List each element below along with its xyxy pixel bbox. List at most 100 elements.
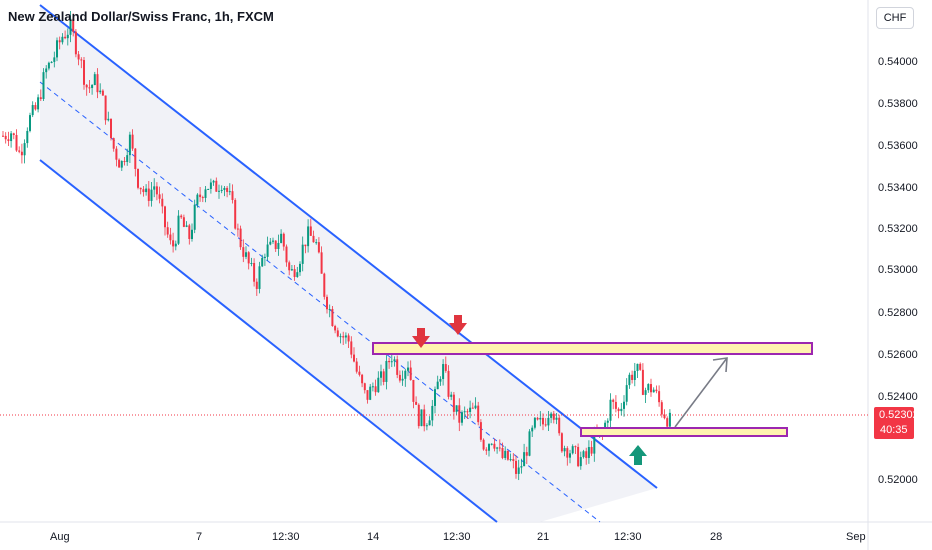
candle-body bbox=[147, 188, 150, 201]
candle-body bbox=[655, 389, 658, 392]
candle-body bbox=[644, 390, 647, 395]
y-tick-label: 0.52800 bbox=[878, 307, 918, 319]
candle-body bbox=[85, 84, 88, 88]
candle-body bbox=[434, 389, 436, 406]
candle-body bbox=[7, 139, 10, 142]
chart-title: New Zealand Dollar/Swiss Franc, 1h, FXCM bbox=[8, 9, 274, 24]
candle-body bbox=[617, 408, 620, 412]
candle-body bbox=[72, 18, 75, 32]
candle-body bbox=[539, 417, 542, 420]
candle-body bbox=[579, 457, 582, 467]
candle-body bbox=[207, 188, 210, 190]
candle-body bbox=[377, 377, 380, 393]
candle-body bbox=[334, 326, 337, 331]
candle-body bbox=[636, 363, 639, 371]
candle-body bbox=[458, 405, 461, 423]
candle-body bbox=[461, 412, 463, 423]
candle-body bbox=[336, 330, 339, 337]
candle-body bbox=[153, 186, 156, 190]
candle-body bbox=[485, 449, 488, 451]
x-tick-label: Aug bbox=[50, 531, 70, 543]
x-tick-label: 12:30 bbox=[272, 531, 300, 543]
candle-body bbox=[39, 97, 42, 99]
y-tick-label: 0.52000 bbox=[878, 474, 918, 486]
candle-body bbox=[53, 57, 56, 62]
candle-body bbox=[301, 244, 304, 264]
candle-body bbox=[299, 263, 301, 273]
candle-body bbox=[234, 199, 237, 229]
candle-body bbox=[361, 374, 364, 384]
candle-body bbox=[620, 408, 623, 412]
channel-lower-line[interactable] bbox=[39, 159, 498, 523]
candle-body bbox=[560, 433, 563, 452]
candle-body bbox=[404, 370, 407, 379]
candle-body bbox=[123, 161, 126, 163]
candle-body bbox=[174, 243, 177, 247]
candle-body bbox=[228, 191, 231, 193]
candle-body bbox=[209, 182, 212, 189]
candle-body bbox=[666, 418, 669, 427]
candle-body bbox=[531, 427, 534, 432]
candle-body bbox=[585, 451, 588, 458]
candle-body bbox=[115, 148, 118, 160]
candle-body bbox=[126, 155, 129, 163]
candle-body bbox=[137, 168, 139, 188]
candle-countdown: 40:35 bbox=[880, 424, 908, 436]
candle-body bbox=[56, 40, 58, 58]
candle-body bbox=[633, 370, 636, 380]
channel-upper-line[interactable] bbox=[39, 4, 658, 489]
currency-button[interactable]: CHF bbox=[876, 7, 914, 29]
candle-body bbox=[64, 36, 67, 39]
candle-body bbox=[255, 281, 258, 289]
y-tick-label: 0.52400 bbox=[878, 391, 918, 403]
candle-body bbox=[247, 252, 250, 264]
candle-body bbox=[639, 363, 642, 370]
support-zone[interactable] bbox=[580, 427, 788, 437]
candle-body bbox=[4, 135, 7, 140]
candle-body bbox=[320, 252, 323, 274]
candle-body bbox=[471, 407, 474, 409]
y-tick-label: 0.52600 bbox=[878, 349, 918, 361]
candle-body bbox=[12, 133, 15, 135]
candle-body bbox=[266, 244, 269, 257]
candle-body bbox=[439, 379, 442, 382]
candle-body bbox=[263, 256, 266, 259]
candle-body bbox=[658, 391, 661, 403]
candle-body bbox=[558, 417, 561, 434]
candle-body bbox=[74, 31, 77, 55]
candle-body bbox=[571, 446, 574, 454]
candle-body bbox=[285, 246, 288, 263]
candle-body bbox=[164, 206, 166, 228]
candle-body bbox=[250, 262, 253, 264]
candle-body bbox=[307, 226, 310, 247]
candle-body bbox=[566, 448, 569, 458]
projection-arrow[interactable] bbox=[674, 357, 728, 428]
candle-body bbox=[533, 417, 536, 428]
candle-body bbox=[83, 60, 85, 85]
candle-body bbox=[550, 413, 553, 418]
candle-body bbox=[482, 439, 485, 450]
candle-body bbox=[544, 424, 547, 426]
candle-body bbox=[477, 405, 480, 423]
candle-body bbox=[469, 407, 472, 412]
candle-body bbox=[139, 187, 142, 190]
candle-body bbox=[528, 431, 531, 456]
candle-body bbox=[231, 191, 234, 200]
candle-body bbox=[353, 354, 355, 362]
candle-body bbox=[91, 85, 94, 88]
candle-body bbox=[196, 194, 199, 205]
resistance-zone[interactable] bbox=[372, 342, 813, 355]
candle-body bbox=[420, 409, 423, 427]
candle-body bbox=[652, 389, 655, 393]
candle-body bbox=[182, 217, 185, 227]
channel-mid-line[interactable] bbox=[39, 81, 601, 523]
candle-body bbox=[326, 296, 328, 310]
candle-body bbox=[442, 364, 445, 380]
candle-body bbox=[277, 242, 280, 249]
candle-body bbox=[447, 370, 450, 397]
candle-body bbox=[587, 447, 590, 458]
candle-body bbox=[582, 451, 585, 458]
y-axis: 0.54000 0.53800 0.53600 0.53400 0.53200 … bbox=[878, 56, 918, 486]
candle-body bbox=[226, 187, 229, 192]
